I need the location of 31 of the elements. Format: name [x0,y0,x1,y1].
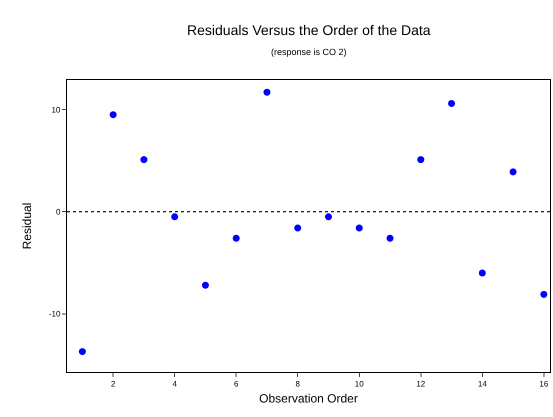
point [140,156,148,164]
point [110,111,117,118]
x-tick-label: 14 [478,380,488,389]
chart-subtitle: (response is CO 2) [271,47,347,57]
point [448,100,456,107]
x-tick-label: 12 [416,380,426,389]
y-tick-label: 10 [51,105,61,114]
point [386,234,394,242]
point [356,224,363,232]
point [78,348,86,356]
point [417,156,424,164]
x-tick-label: 2 [110,380,116,389]
y-tick-label: 0 [56,208,61,217]
point [171,213,178,220]
y-tick-label: -10 [48,310,61,319]
x-tick-label: 6 [234,380,239,389]
x-axis-title: Observation Order [259,392,358,406]
point [202,282,209,289]
x-tick-label: 16 [539,380,549,389]
point [540,290,548,298]
point [510,168,517,176]
x-tick-label: 10 [354,380,364,389]
chart-title: Residuals Versus the Order of the Data [187,22,431,38]
point [232,234,240,242]
x-tick-label: 4 [172,380,178,389]
y-axis-title: Residual [20,202,34,250]
point [478,269,486,276]
x-tick-label: 8 [296,380,301,389]
point [294,224,302,232]
point [263,88,270,96]
point [325,213,332,220]
